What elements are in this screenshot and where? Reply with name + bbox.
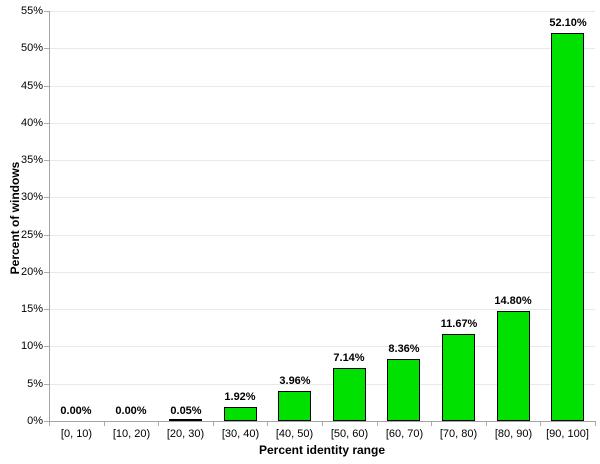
bar-value-label: 8.36% [388, 343, 420, 355]
y-axis-line [49, 11, 50, 422]
y-tick-label: 5% [27, 378, 43, 390]
x-tick-label: [10, 20) [112, 428, 151, 440]
y-tick-label: 40% [20, 117, 43, 129]
gridline [50, 123, 595, 124]
bar [169, 419, 202, 421]
gridline [50, 48, 595, 49]
bar [551, 33, 584, 421]
x-tick [158, 422, 159, 426]
gridline [50, 86, 595, 87]
x-tick [267, 422, 268, 426]
x-tick [377, 422, 378, 426]
bar-value-label: 0.05% [170, 405, 202, 417]
y-tick-label: 55% [20, 5, 43, 17]
y-tick [44, 48, 49, 49]
bar-value-label: 3.96% [279, 375, 311, 387]
bar-value-label: 0.00% [115, 405, 147, 417]
gridline [50, 160, 595, 161]
y-tick-label: 50% [20, 42, 43, 54]
gridline [50, 346, 595, 347]
x-axis-line [49, 421, 596, 422]
y-tick-label: 45% [20, 80, 43, 92]
x-tick-label: [70, 80) [439, 428, 478, 440]
y-tick [44, 346, 49, 347]
bar-value-label: 0.00% [60, 405, 92, 417]
y-tick [44, 384, 49, 385]
x-tick [49, 422, 50, 426]
y-tick-label: 35% [20, 154, 43, 166]
x-tick-label: [60, 70) [385, 428, 424, 440]
x-tick [322, 422, 323, 426]
x-tick [104, 422, 105, 426]
y-tick [44, 160, 49, 161]
y-tick [44, 11, 49, 12]
x-tick-label: [40, 50) [275, 428, 314, 440]
bar [497, 311, 530, 421]
gridline [50, 272, 595, 273]
bar [224, 407, 257, 421]
x-axis-title: Percent identity range [258, 443, 386, 457]
y-tick [44, 235, 49, 236]
y-tick [44, 123, 49, 124]
y-tick [44, 86, 49, 87]
x-tick [431, 422, 432, 426]
y-tick-label: 25% [20, 229, 43, 241]
bar-value-label: 11.67% [440, 318, 478, 330]
x-tick-label: [80, 90) [494, 428, 533, 440]
x-tick [595, 422, 596, 426]
x-tick-label: [90, 100] [546, 428, 589, 440]
gridline [50, 197, 595, 198]
y-tick-label: 10% [20, 340, 43, 352]
gridline [50, 384, 595, 385]
bar-value-label: 52.10% [549, 17, 587, 29]
x-tick [540, 422, 541, 426]
bar [442, 334, 475, 421]
y-tick [44, 272, 49, 273]
y-tick-label: 15% [20, 303, 43, 315]
y-tick [44, 197, 49, 198]
gridline [50, 235, 595, 236]
bar [333, 368, 366, 421]
bar [387, 359, 420, 421]
y-tick-label: 30% [20, 191, 43, 203]
bar-value-label: 14.80% [494, 295, 532, 307]
x-tick [486, 422, 487, 426]
y-tick-label: 20% [20, 266, 43, 278]
x-tick [213, 422, 214, 426]
bar [278, 391, 311, 421]
bar-value-label: 7.14% [333, 352, 365, 364]
x-tick-label: [0, 10) [60, 428, 93, 440]
bar-value-label: 1.92% [224, 391, 256, 403]
x-tick-label: [50, 60) [330, 428, 369, 440]
x-tick-label: [20, 30) [166, 428, 205, 440]
gridline [50, 309, 595, 310]
y-tick-label: 0% [27, 415, 43, 427]
x-tick-label: [30, 40) [221, 428, 260, 440]
gridline [50, 11, 595, 12]
y-tick [44, 421, 49, 422]
y-tick [44, 309, 49, 310]
